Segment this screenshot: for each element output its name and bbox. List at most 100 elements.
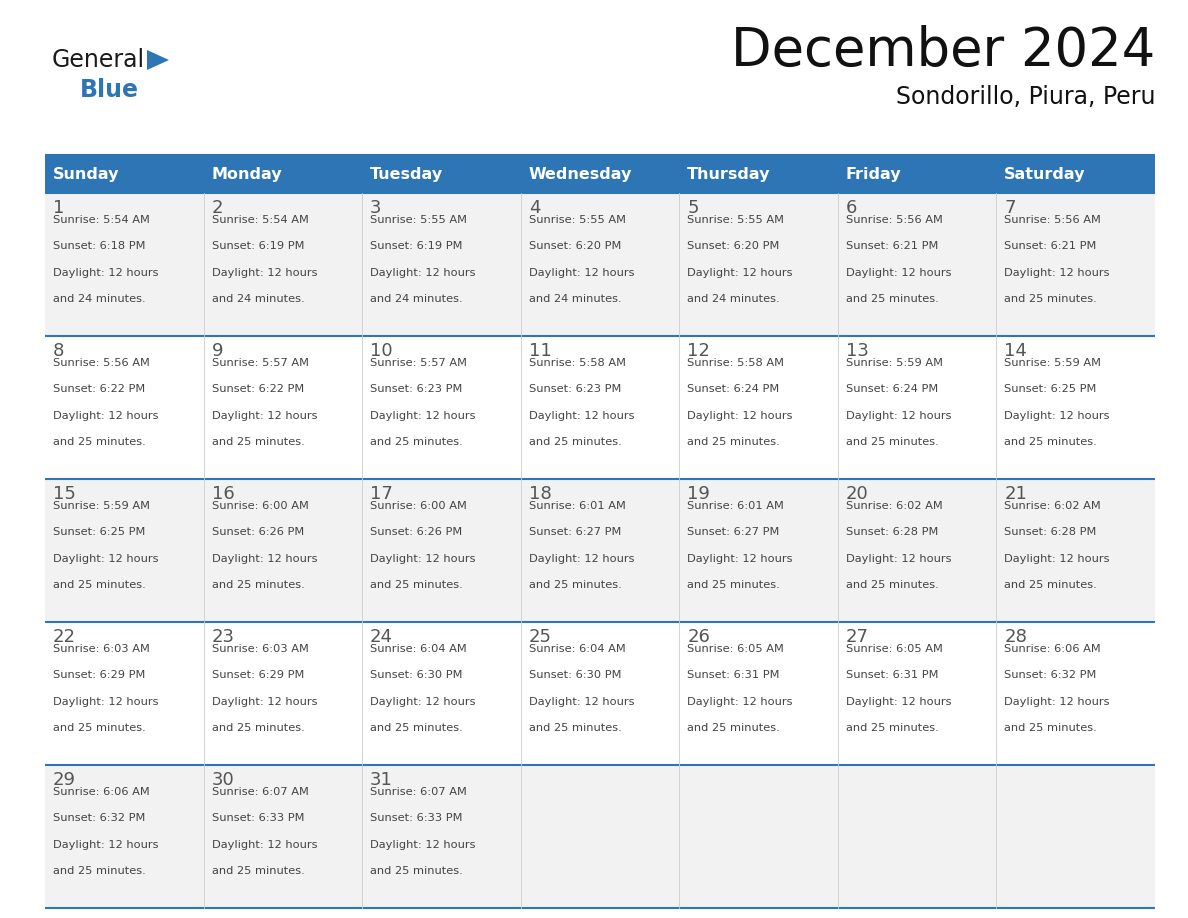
Text: Sunrise: 6:00 AM: Sunrise: 6:00 AM — [211, 501, 309, 511]
Text: Daylight: 12 hours: Daylight: 12 hours — [687, 697, 792, 707]
Bar — [838, 622, 997, 765]
Text: Daylight: 12 hours: Daylight: 12 hours — [687, 268, 792, 278]
Text: Daylight: 12 hours: Daylight: 12 hours — [687, 554, 792, 564]
Text: 24: 24 — [371, 628, 393, 646]
Bar — [997, 155, 1155, 193]
Bar — [203, 155, 362, 193]
Bar — [362, 155, 520, 193]
Text: Daylight: 12 hours: Daylight: 12 hours — [529, 697, 634, 707]
Text: and 25 minutes.: and 25 minutes. — [846, 295, 939, 305]
Text: Daylight: 12 hours: Daylight: 12 hours — [846, 554, 952, 564]
Text: Sunrise: 5:56 AM: Sunrise: 5:56 AM — [846, 215, 942, 225]
Text: and 25 minutes.: and 25 minutes. — [1004, 723, 1097, 733]
Text: Sunrise: 5:58 AM: Sunrise: 5:58 AM — [687, 358, 784, 368]
Bar — [997, 479, 1155, 622]
Bar — [997, 336, 1155, 479]
Text: Daylight: 12 hours: Daylight: 12 hours — [371, 268, 475, 278]
Text: Sunrise: 5:59 AM: Sunrise: 5:59 AM — [1004, 358, 1101, 368]
Text: Daylight: 12 hours: Daylight: 12 hours — [211, 840, 317, 850]
Text: and 24 minutes.: and 24 minutes. — [211, 295, 304, 305]
Text: and 24 minutes.: and 24 minutes. — [53, 295, 146, 305]
Text: and 25 minutes.: and 25 minutes. — [687, 437, 781, 447]
Bar — [520, 336, 680, 479]
Text: 7: 7 — [1004, 199, 1016, 217]
Text: Sunset: 6:20 PM: Sunset: 6:20 PM — [687, 241, 779, 252]
Text: Daylight: 12 hours: Daylight: 12 hours — [687, 411, 792, 421]
Text: Sunrise: 5:57 AM: Sunrise: 5:57 AM — [371, 358, 467, 368]
Text: Sunset: 6:22 PM: Sunset: 6:22 PM — [53, 385, 145, 395]
Text: 5: 5 — [687, 199, 699, 217]
Text: and 25 minutes.: and 25 minutes. — [371, 867, 463, 877]
Text: Sunday: Sunday — [53, 166, 120, 182]
Text: Monday: Monday — [211, 166, 282, 182]
Text: and 25 minutes.: and 25 minutes. — [211, 437, 304, 447]
Text: Daylight: 12 hours: Daylight: 12 hours — [529, 554, 634, 564]
Bar — [997, 622, 1155, 765]
Text: Sunrise: 6:07 AM: Sunrise: 6:07 AM — [211, 787, 309, 797]
Bar — [997, 193, 1155, 336]
Text: December 2024: December 2024 — [731, 25, 1155, 77]
Text: 29: 29 — [53, 771, 76, 789]
Text: General: General — [52, 48, 145, 72]
Text: Sunrise: 5:56 AM: Sunrise: 5:56 AM — [1004, 215, 1101, 225]
Text: and 24 minutes.: and 24 minutes. — [371, 295, 462, 305]
Text: Sunrise: 6:02 AM: Sunrise: 6:02 AM — [1004, 501, 1101, 511]
Text: and 25 minutes.: and 25 minutes. — [687, 580, 781, 590]
Text: 15: 15 — [53, 485, 76, 503]
Text: and 25 minutes.: and 25 minutes. — [846, 437, 939, 447]
Text: Daylight: 12 hours: Daylight: 12 hours — [211, 697, 317, 707]
Text: 16: 16 — [211, 485, 234, 503]
Text: Sunrise: 5:58 AM: Sunrise: 5:58 AM — [529, 358, 626, 368]
Text: and 24 minutes.: and 24 minutes. — [687, 295, 779, 305]
Text: Sunrise: 5:59 AM: Sunrise: 5:59 AM — [53, 501, 150, 511]
Text: Daylight: 12 hours: Daylight: 12 hours — [211, 268, 317, 278]
Text: Sondorillo, Piura, Peru: Sondorillo, Piura, Peru — [896, 85, 1155, 109]
Text: 19: 19 — [687, 485, 710, 503]
Text: Sunrise: 6:04 AM: Sunrise: 6:04 AM — [529, 644, 625, 654]
Text: Saturday: Saturday — [1004, 166, 1086, 182]
Bar — [520, 622, 680, 765]
Text: 3: 3 — [371, 199, 381, 217]
Bar — [45, 765, 203, 908]
Text: 25: 25 — [529, 628, 551, 646]
Text: and 25 minutes.: and 25 minutes. — [53, 437, 146, 447]
Text: and 25 minutes.: and 25 minutes. — [371, 437, 463, 447]
Text: Sunrise: 6:07 AM: Sunrise: 6:07 AM — [371, 787, 467, 797]
Bar — [203, 193, 362, 336]
Text: and 25 minutes.: and 25 minutes. — [1004, 437, 1097, 447]
Text: and 25 minutes.: and 25 minutes. — [53, 723, 146, 733]
Bar — [45, 622, 203, 765]
Text: Daylight: 12 hours: Daylight: 12 hours — [53, 268, 158, 278]
Text: Sunset: 6:19 PM: Sunset: 6:19 PM — [371, 241, 462, 252]
Bar — [838, 336, 997, 479]
Text: Sunset: 6:21 PM: Sunset: 6:21 PM — [1004, 241, 1097, 252]
Text: and 25 minutes.: and 25 minutes. — [211, 580, 304, 590]
Text: Sunrise: 5:56 AM: Sunrise: 5:56 AM — [53, 358, 150, 368]
Text: and 25 minutes.: and 25 minutes. — [529, 723, 621, 733]
Text: and 25 minutes.: and 25 minutes. — [211, 867, 304, 877]
Text: and 25 minutes.: and 25 minutes. — [1004, 580, 1097, 590]
Text: and 25 minutes.: and 25 minutes. — [846, 723, 939, 733]
Text: Daylight: 12 hours: Daylight: 12 hours — [1004, 554, 1110, 564]
Text: Sunset: 6:23 PM: Sunset: 6:23 PM — [529, 385, 621, 395]
Text: and 25 minutes.: and 25 minutes. — [53, 867, 146, 877]
Text: Sunset: 6:18 PM: Sunset: 6:18 PM — [53, 241, 145, 252]
Text: Friday: Friday — [846, 166, 902, 182]
Bar — [362, 193, 520, 336]
Text: Sunset: 6:29 PM: Sunset: 6:29 PM — [53, 670, 145, 680]
Text: Sunset: 6:33 PM: Sunset: 6:33 PM — [371, 813, 462, 823]
Bar — [520, 155, 680, 193]
Text: Sunset: 6:26 PM: Sunset: 6:26 PM — [211, 528, 304, 537]
Text: Sunset: 6:21 PM: Sunset: 6:21 PM — [846, 241, 939, 252]
Text: and 25 minutes.: and 25 minutes. — [529, 580, 621, 590]
Text: 11: 11 — [529, 342, 551, 360]
Text: Sunrise: 6:05 AM: Sunrise: 6:05 AM — [846, 644, 942, 654]
Text: Daylight: 12 hours: Daylight: 12 hours — [529, 268, 634, 278]
Text: Sunrise: 6:02 AM: Sunrise: 6:02 AM — [846, 501, 942, 511]
Text: 17: 17 — [371, 485, 393, 503]
Text: Sunset: 6:31 PM: Sunset: 6:31 PM — [687, 670, 779, 680]
Bar — [838, 193, 997, 336]
Text: 30: 30 — [211, 771, 234, 789]
Text: Sunset: 6:25 PM: Sunset: 6:25 PM — [1004, 385, 1097, 395]
Text: 31: 31 — [371, 771, 393, 789]
